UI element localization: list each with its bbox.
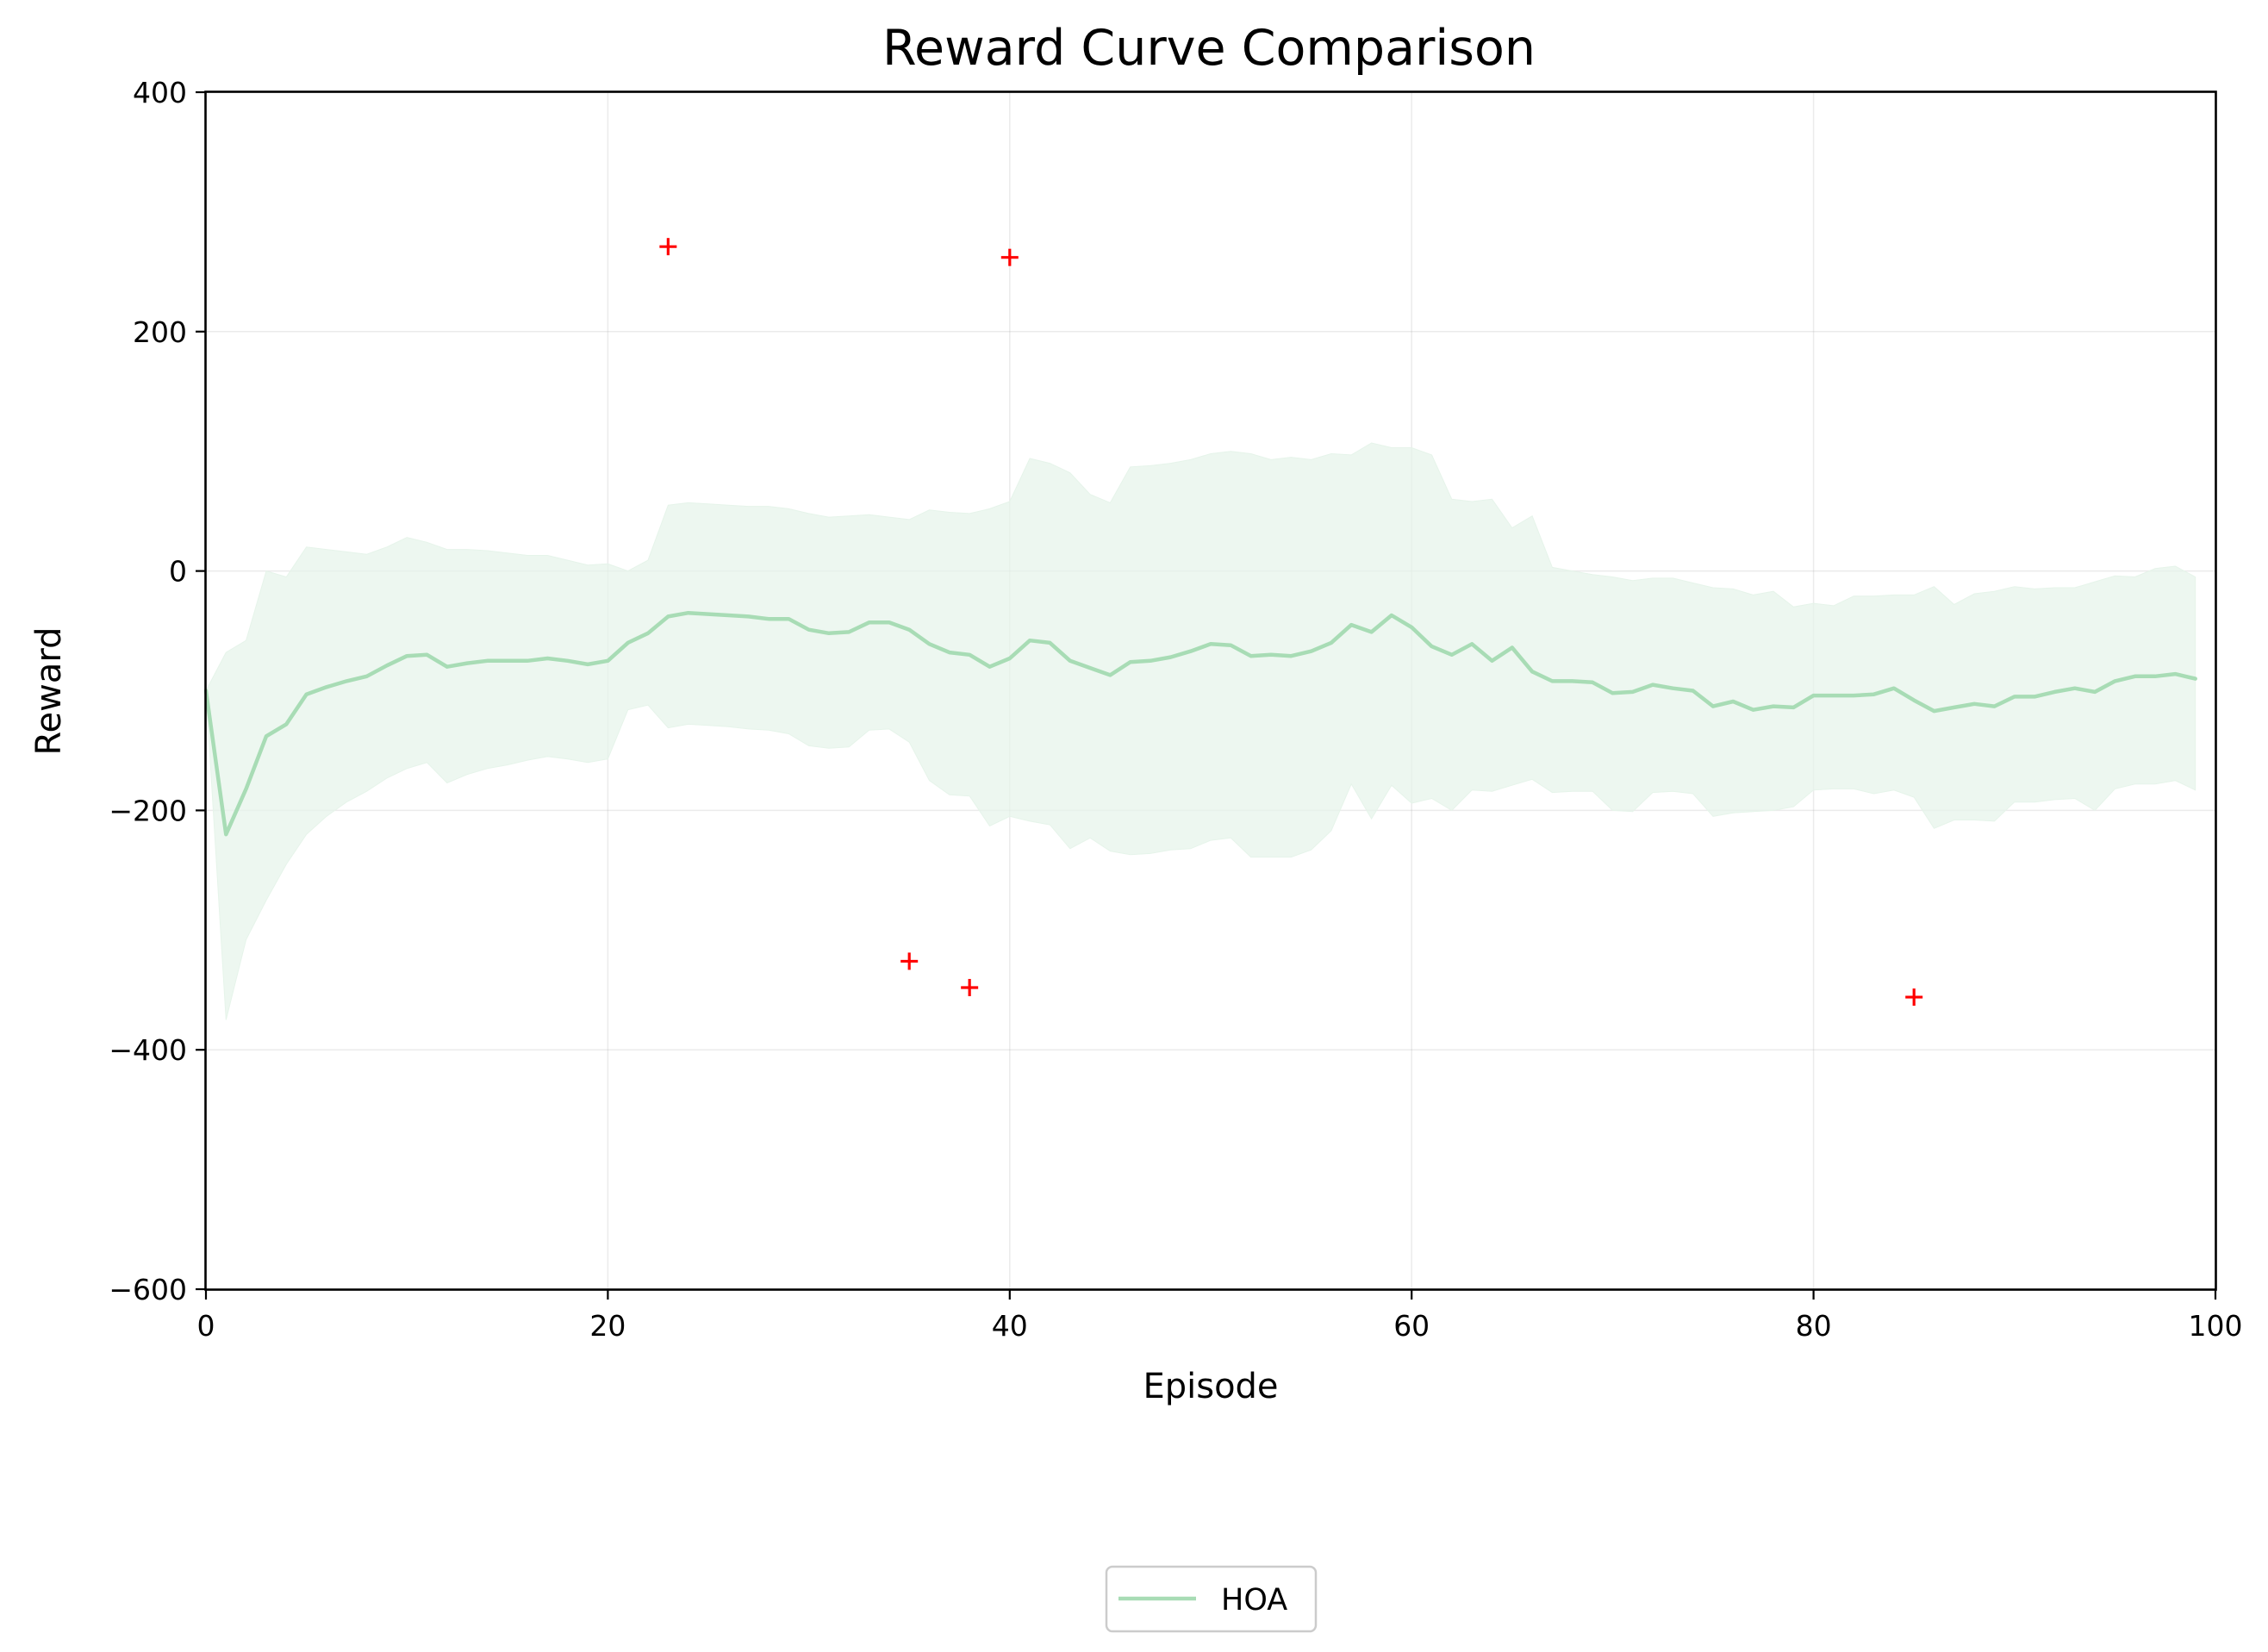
y-tick-label: −200 xyxy=(109,794,187,827)
x-tick-label: 100 xyxy=(2189,1309,2243,1343)
outlier-marker xyxy=(1000,248,1019,266)
legend: HOA xyxy=(1105,1565,1318,1633)
confidence-band-hoa xyxy=(205,442,2196,1020)
outlier-marker xyxy=(961,978,979,996)
x-axis-label: Episode xyxy=(1143,1367,1278,1406)
y-tick-label: 0 xyxy=(169,555,187,589)
y-tick-label: 200 xyxy=(133,315,187,349)
series-line-layer xyxy=(203,610,2197,837)
x-axis-ticks: 0 20 40 60 80 100 xyxy=(197,1289,2243,1343)
outlier-marker xyxy=(1905,988,1923,1007)
y-axis-label: Reward xyxy=(29,627,69,756)
chart-title: Reward Curve Comparison xyxy=(882,20,1536,77)
y-tick-label: −400 xyxy=(109,1033,187,1067)
plot-frame xyxy=(204,90,2217,1291)
legend-label-hoa: HOA xyxy=(1221,1583,1287,1618)
legend-box xyxy=(1105,1565,1318,1633)
confidence-band-layer xyxy=(205,442,2196,1020)
outlier-marker-layer xyxy=(659,238,1923,1007)
x-tick-label: 20 xyxy=(589,1309,626,1343)
y-tick-label: 400 xyxy=(133,76,187,109)
outlier-marker xyxy=(900,952,919,970)
x-tick-label: 0 xyxy=(197,1309,215,1343)
x-tick-label: 40 xyxy=(992,1309,1028,1343)
x-tick-label: 80 xyxy=(1796,1309,1832,1343)
outlier-marker xyxy=(659,238,677,256)
y-tick-label: −600 xyxy=(109,1273,187,1306)
series-line-hoa xyxy=(203,610,2197,837)
x-tick-label: 60 xyxy=(1393,1309,1430,1343)
y-axis-ticks: −600 −400 −200 0 200 400 xyxy=(109,76,206,1306)
